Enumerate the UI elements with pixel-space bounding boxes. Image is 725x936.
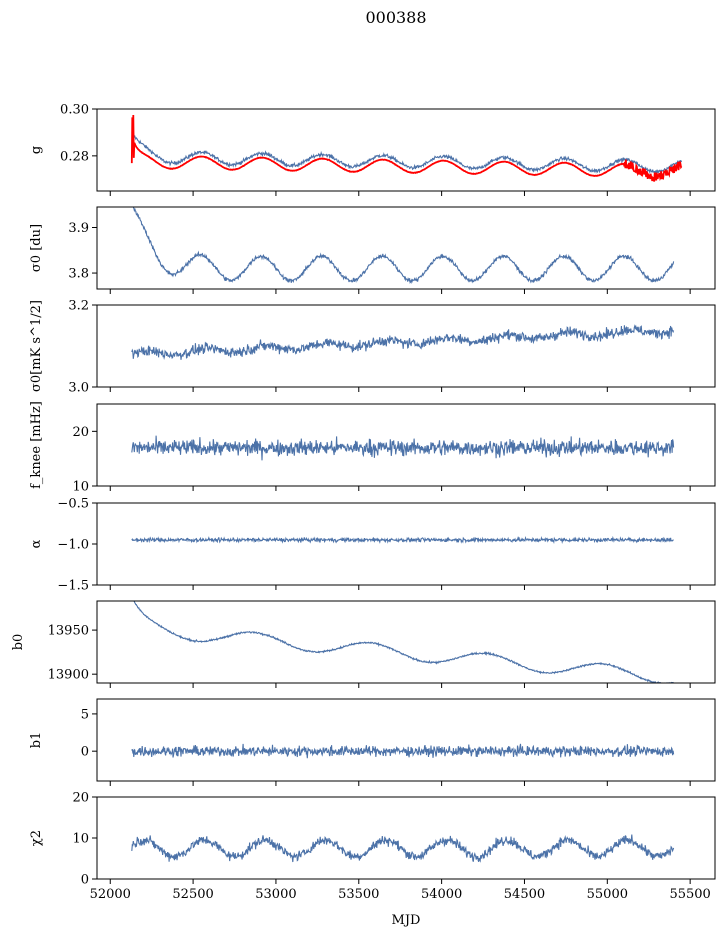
- y-axis-label: σ0[mK s^1/2]: [29, 300, 44, 392]
- y-tick-label: −0.5: [57, 497, 89, 512]
- series-line: [131, 834, 675, 863]
- panel-6: 13900 13950 b0: [11, 600, 716, 688]
- axes-frame: [96, 403, 716, 487]
- series-line: [131, 324, 675, 361]
- y-tick-label: 20: [72, 425, 89, 440]
- figure-title: 000388: [365, 8, 426, 27]
- y-tick-label: 10: [72, 832, 89, 847]
- panel-3: 3.0 3.2 σ0[mK s^1/2]: [29, 299, 716, 396]
- y-tick-label: 0: [81, 745, 89, 760]
- panel-1: 0.28 0.30 g: [29, 103, 716, 196]
- x-tick-label: 52000: [90, 887, 131, 902]
- y-axis-label: f_knee [mHz]: [29, 401, 44, 489]
- series-line: [132, 207, 675, 285]
- y-tick-label: −1.5: [57, 579, 89, 594]
- y-tick-label: 3.2: [68, 299, 89, 314]
- y-tick-label: 0.28: [60, 149, 89, 164]
- panel-2: 3.8 3.9 σ0 [du]: [29, 206, 716, 294]
- y-tick-label: 13950: [48, 624, 89, 639]
- y-tick-label: 0.30: [60, 103, 89, 118]
- x-tick-label: 54500: [504, 887, 545, 902]
- y-tick-label: 3.8: [68, 267, 89, 282]
- x-tick-label: 53500: [338, 887, 379, 902]
- x-tick-label: 52500: [172, 887, 213, 902]
- axes-frame: [96, 304, 716, 388]
- y-tick-label: 10: [72, 480, 89, 495]
- axes-frame: [96, 206, 716, 290]
- y-axis-label: b0: [11, 634, 26, 651]
- y-axis-label: b1: [29, 732, 44, 749]
- y-axis-label: χ2: [29, 830, 44, 846]
- y-tick-label: 20: [72, 791, 89, 806]
- x-tick-label: 54000: [421, 887, 462, 902]
- model-line: [130, 114, 683, 182]
- x-tick-label: 55000: [587, 887, 628, 902]
- series-line: [131, 535, 674, 544]
- y-tick-label: 13900: [48, 668, 89, 683]
- axes-frame: [96, 698, 716, 782]
- panel-4: 10 20 f_knee [mHz]: [29, 401, 716, 495]
- y-tick-label: 3.0: [68, 381, 89, 396]
- x-tick-label: 55500: [669, 887, 710, 902]
- y-tick-label: 5: [81, 707, 89, 722]
- y-tick-label: 0: [81, 873, 89, 888]
- y-axis-label: g: [29, 146, 44, 154]
- y-axis-label: α: [29, 539, 44, 548]
- x-axis-label: MJD: [392, 913, 421, 928]
- panel-8: 0 10 20 52000 52500 53000 53500 54000 54500 55000…: [29, 791, 716, 902]
- series-line: [131, 131, 683, 175]
- panel-7: 0 5 b1: [29, 698, 716, 786]
- axes-frame: [96, 108, 716, 192]
- series-line: [133, 601, 674, 683]
- y-tick-label: −1.0: [57, 538, 89, 553]
- series-line: [131, 743, 675, 759]
- y-tick-label: 3.9: [68, 221, 89, 236]
- axes-frame: [96, 600, 716, 684]
- y-axis-label: σ0 [du]: [29, 224, 44, 272]
- panel-5: −1.5 −1.0 −0.5 α: [29, 497, 716, 594]
- axes-frame: [96, 502, 716, 586]
- panels: 0.28 0.30 g 3.8 3.9 σ0 [du] 3.0 3.2 σ0[mK s^1/2]…: [11, 103, 716, 902]
- x-tick-label: 53000: [255, 887, 296, 902]
- series-line: [131, 435, 675, 461]
